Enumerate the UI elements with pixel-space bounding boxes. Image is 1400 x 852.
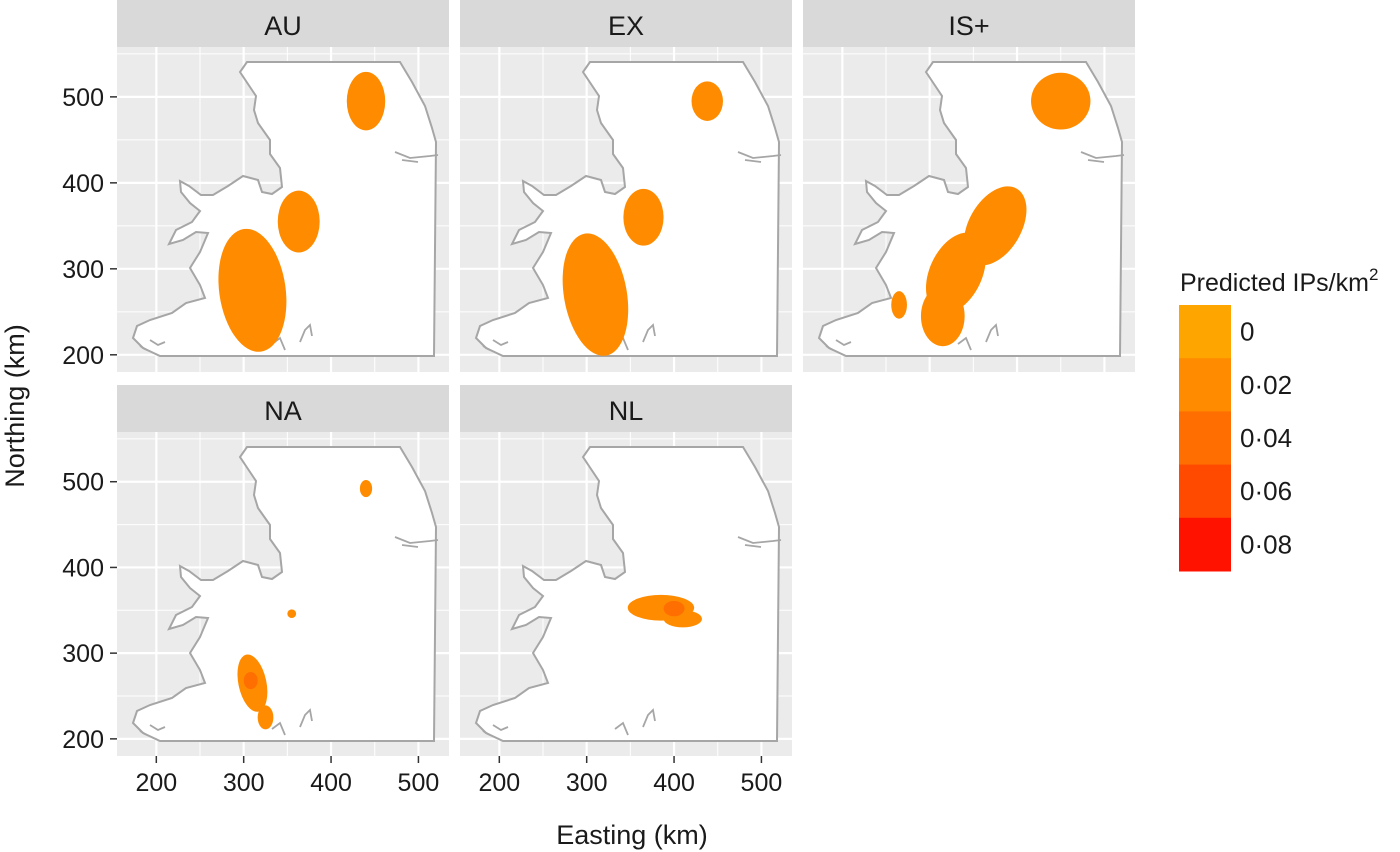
facet-strip-label: AU: [264, 11, 302, 41]
intensity-hotspot: [287, 609, 297, 618]
y-tick-label: 500: [62, 84, 104, 112]
legend-label: 0·04: [1240, 423, 1292, 453]
facet-strip: [460, 0, 792, 47]
y-tick-label: 300: [62, 640, 104, 668]
legend-color-key: [1179, 464, 1231, 519]
x-tick-label: 400: [310, 769, 352, 797]
intensity-hotspot: [1031, 72, 1091, 130]
y-tick-label: 200: [62, 726, 104, 754]
facet-strip: [117, 385, 449, 432]
y-tick-label: 500: [62, 469, 104, 497]
facet-nl-panel: NL: [460, 385, 806, 756]
facet-strip: [460, 385, 792, 432]
legend: Predicted IPs/km2 0 0·02 0·04 0·06 0·08: [1179, 265, 1378, 572]
legend-color-key: [1179, 411, 1231, 466]
intensity-hotspot: [346, 71, 386, 131]
legend-color-key: [1179, 358, 1231, 412]
legend-title-superscript: 2: [1369, 265, 1378, 284]
x-axis-title: Easting (km): [556, 820, 708, 850]
intensity-hotspot: [663, 600, 685, 617]
x-tick-label: 500: [741, 769, 783, 797]
facet-strip: [117, 0, 449, 47]
intensity-hotspot: [257, 705, 274, 730]
facet-strip-label: NL: [609, 396, 644, 426]
intensity-hotspot: [623, 188, 664, 246]
x-tick-label: 300: [223, 769, 265, 797]
intensity-hotspot: [562, 233, 629, 356]
y-axis-title: Northing (km): [0, 324, 30, 488]
intensity-hotspot: [277, 190, 320, 253]
facet-is-panel: IS+: [803, 0, 1149, 372]
intensity-hotspot: [920, 286, 965, 347]
legend-label: 0·06: [1240, 476, 1292, 506]
y-tick-label: 200: [62, 342, 104, 370]
x-tick-label: 400: [653, 769, 695, 797]
intensity-hotspot: [359, 480, 373, 498]
facet-ex-panel: EX: [460, 0, 806, 372]
x-tick-label: 500: [398, 769, 440, 797]
facet-strip-label: NA: [264, 396, 302, 426]
legend-label: 0·08: [1240, 529, 1292, 559]
legend-color-key: [1179, 517, 1231, 572]
intensity-hotspot: [218, 228, 287, 352]
legend-label: 0·02: [1240, 370, 1292, 400]
y-tick-label: 300: [62, 256, 104, 284]
y-tick-label: 400: [62, 170, 104, 198]
intensity-hotspot: [243, 672, 258, 690]
x-tick-label: 200: [478, 769, 520, 797]
facet-na-panel: NA: [117, 385, 463, 756]
facet-strip-label: IS+: [948, 11, 989, 41]
legend-color-key: [1179, 305, 1231, 359]
intensity-hotspot: [691, 81, 723, 121]
facet-strip-label: EX: [608, 11, 644, 41]
y-tick-label: 400: [62, 554, 104, 582]
legend-title: Predicted IPs/km2: [1180, 265, 1378, 297]
facet-au-panel: AU: [117, 0, 463, 372]
legend-label: 0: [1240, 317, 1254, 347]
intensity-hotspot: [891, 291, 907, 319]
facet-strip: [803, 0, 1135, 47]
x-tick-label: 200: [135, 769, 177, 797]
x-tick-label: 300: [566, 769, 608, 797]
